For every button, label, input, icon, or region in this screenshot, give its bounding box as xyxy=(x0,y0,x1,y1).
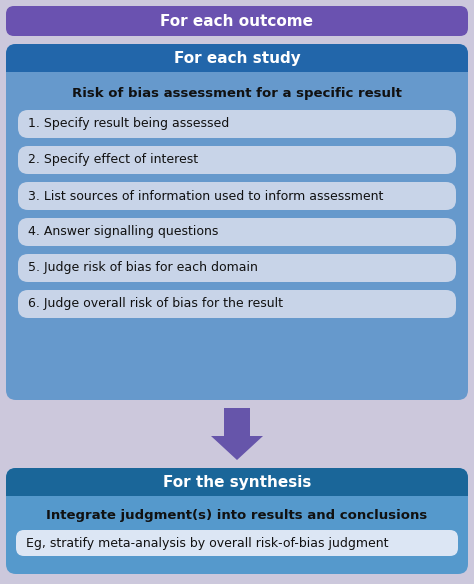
Bar xyxy=(6,486,468,496)
Text: For the synthesis: For the synthesis xyxy=(163,474,311,489)
Polygon shape xyxy=(211,408,263,460)
Text: 6. Judge overall risk of bias for the result: 6. Judge overall risk of bias for the re… xyxy=(28,297,283,311)
FancyBboxPatch shape xyxy=(6,44,468,72)
Text: Eg, stratify meta-analysis by overall risk-of-bias judgment: Eg, stratify meta-analysis by overall ri… xyxy=(26,537,389,550)
Text: Risk of bias assessment for a specific result: Risk of bias assessment for a specific r… xyxy=(72,88,402,100)
Text: 5. Judge risk of bias for each domain: 5. Judge risk of bias for each domain xyxy=(28,262,258,274)
Text: 3. List sources of information used to inform assessment: 3. List sources of information used to i… xyxy=(28,189,383,203)
Text: For each outcome: For each outcome xyxy=(161,13,313,29)
FancyBboxPatch shape xyxy=(6,44,468,400)
FancyBboxPatch shape xyxy=(18,110,456,138)
Bar xyxy=(6,62,468,72)
Text: Integrate judgment(s) into results and conclusions: Integrate judgment(s) into results and c… xyxy=(46,509,428,523)
FancyBboxPatch shape xyxy=(18,218,456,246)
Text: 4. Answer signalling questions: 4. Answer signalling questions xyxy=(28,225,219,238)
FancyBboxPatch shape xyxy=(18,254,456,282)
FancyBboxPatch shape xyxy=(18,146,456,174)
FancyBboxPatch shape xyxy=(6,468,468,496)
FancyBboxPatch shape xyxy=(18,290,456,318)
Text: 2. Specify effect of interest: 2. Specify effect of interest xyxy=(28,154,198,166)
FancyBboxPatch shape xyxy=(6,468,468,574)
FancyBboxPatch shape xyxy=(6,6,468,36)
Text: For each study: For each study xyxy=(173,50,301,65)
Text: 1. Specify result being assessed: 1. Specify result being assessed xyxy=(28,117,229,130)
FancyBboxPatch shape xyxy=(16,530,458,556)
FancyBboxPatch shape xyxy=(18,182,456,210)
